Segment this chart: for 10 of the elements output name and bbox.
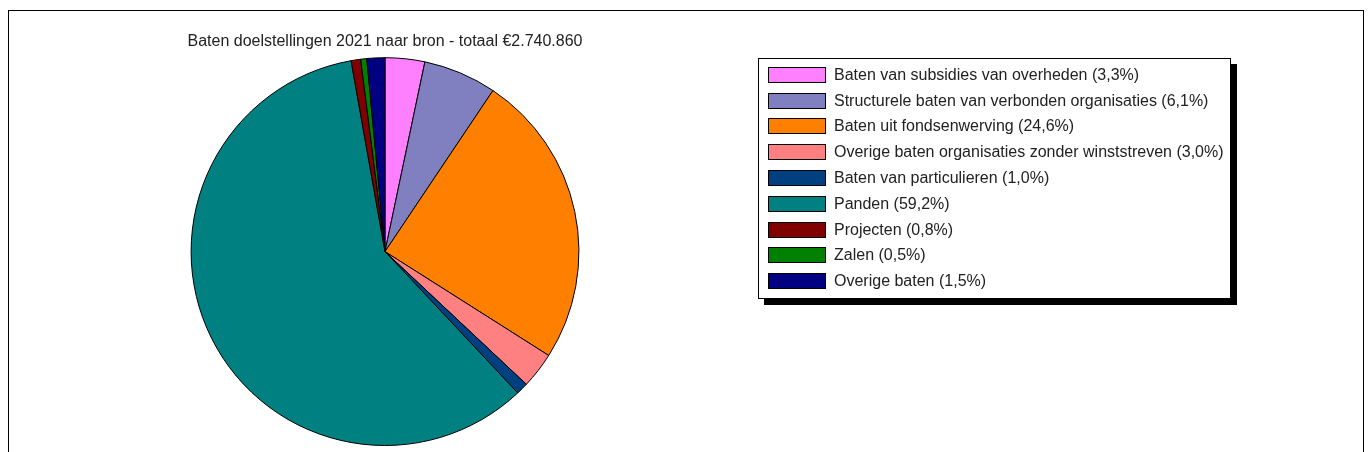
legend-label: Baten van subsidies van overheden (3,3%) (834, 65, 1140, 84)
legend-label: Zalen (0,5%) (834, 246, 926, 265)
legend-label: Overige baten (1,5%) (834, 272, 987, 291)
chart-title: Baten doelstellingen 2021 naar bron - totaal €2.740.860 (187, 32, 583, 50)
legend-label: Structurele baten van verbonden organisaties (6,1%) (834, 91, 1209, 110)
legend-label: Baten van particulieren (1,0%) (834, 169, 1050, 188)
legend-label: Projecten (0,8%) (834, 220, 954, 239)
legend-label: Panden (59,2%) (834, 194, 950, 213)
legend-label: Overige baten organisaties zonder winststreven (3,0%) (834, 143, 1224, 162)
legend-label: Baten uit fondsenwerving (24,6%) (834, 117, 1075, 136)
